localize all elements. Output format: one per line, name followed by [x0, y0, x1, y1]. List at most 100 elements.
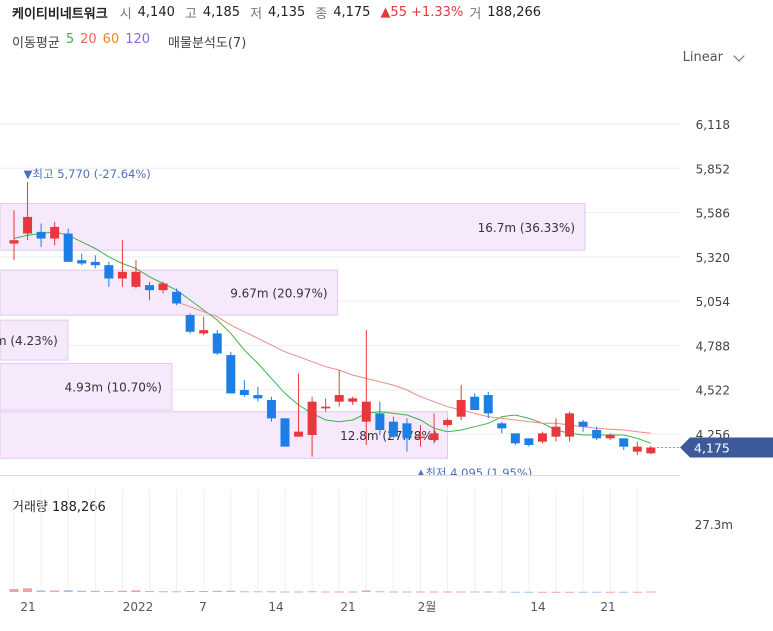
- volume-bar: [361, 590, 371, 592]
- volume-bar: [77, 590, 87, 592]
- price-tick-label: 4,522: [696, 384, 730, 398]
- volume-bar: [117, 590, 127, 592]
- volume-bar: [497, 591, 507, 593]
- volume-bar: [443, 591, 453, 593]
- candle-body: [131, 271, 141, 287]
- volume-bar: [416, 591, 425, 593]
- x-tick-label: 14: [268, 600, 283, 614]
- high-value: 4,185: [202, 4, 241, 20]
- volume-bar: [199, 591, 209, 593]
- x-tick-label: 21: [340, 600, 355, 614]
- x-tick-label: 21: [20, 600, 35, 614]
- volume-profile-label: 16.7m (36.33%): [478, 221, 575, 235]
- candle-body: [456, 400, 466, 417]
- ma-120[interactable]: 120: [125, 32, 151, 47]
- volume-profile-bar: [0, 269, 339, 316]
- volume-chart[interactable]: 27.3m 21 2022 7 14 21 2월 14 21: [0, 475, 773, 631]
- low-label: 저: [250, 6, 263, 22]
- quote-header: 케이티비네트워크 시 4,140 고 4,185 저 4,135 종 4,175…: [12, 2, 545, 22]
- volume-bar: [388, 591, 398, 593]
- candle-body: [537, 433, 547, 442]
- volume-bar: [592, 591, 602, 593]
- candle-body: [388, 421, 398, 437]
- volume-bar: [294, 591, 304, 593]
- ma-label[interactable]: 이동평균: [12, 36, 60, 51]
- volume-panel-label: 거래량: [12, 500, 48, 515]
- candle-body: [565, 413, 575, 437]
- close-value: 4,175: [333, 4, 371, 20]
- candle-body: [266, 400, 276, 419]
- volume-bar: [253, 591, 263, 593]
- volume-bar: [158, 591, 168, 593]
- candle-body: [510, 433, 520, 444]
- candle-body: [578, 421, 588, 427]
- volume-bar: [307, 591, 317, 593]
- volume-profile-bar: [0, 319, 69, 361]
- volume-bar: [280, 591, 290, 593]
- candle-body: [172, 291, 182, 304]
- volume-bar: [524, 591, 534, 593]
- candle-body: [416, 436, 425, 439]
- volume-panel-value: 188,266: [52, 500, 106, 515]
- candle-body: [9, 240, 19, 244]
- candle-body: [619, 438, 629, 447]
- volume-bar: [9, 589, 19, 592]
- volume-bar: [632, 591, 642, 593]
- stock-name: 케이티비네트워크: [12, 6, 108, 22]
- volume-bar: [646, 591, 656, 593]
- scale-selector[interactable]: Linear: [683, 49, 745, 65]
- volume-bar: [145, 591, 154, 593]
- candle-body: [483, 395, 493, 414]
- candle-body: [632, 446, 642, 452]
- volume-bar: [348, 591, 358, 593]
- volume-bar: [456, 591, 466, 593]
- volume-bar: [23, 588, 33, 592]
- volume-bar: [375, 591, 385, 593]
- volume-bar: [185, 591, 195, 593]
- volume-bar: [402, 591, 412, 593]
- volume-bar: [90, 590, 100, 592]
- ma5-line: [13, 231, 652, 444]
- open-label: 시: [119, 6, 132, 22]
- volume-profile-label: 9.67m (20.97%): [230, 287, 327, 301]
- candle-body: [375, 413, 385, 431]
- close-label: 종: [315, 6, 328, 22]
- volume-bar: [239, 591, 249, 593]
- candle-body: [253, 395, 263, 399]
- volume-bar: [104, 591, 114, 593]
- candle-body: [443, 420, 453, 426]
- ma-20[interactable]: 20: [80, 32, 97, 47]
- candle-body: [199, 330, 209, 334]
- x-tick-label: 2022: [123, 600, 154, 614]
- volume-value: 188,266: [487, 4, 542, 20]
- ma-60[interactable]: 60: [102, 32, 120, 47]
- candle-body: [104, 265, 114, 279]
- candle-body: [23, 216, 33, 234]
- candle-body: [294, 431, 304, 437]
- ma-5[interactable]: 5: [65, 32, 75, 47]
- volume-bar: [619, 591, 629, 593]
- candle-body: [226, 355, 236, 394]
- volume-bar: [131, 590, 141, 592]
- volume-profile-label: 12.8m (27.78%): [340, 429, 437, 443]
- candle-body: [63, 233, 73, 262]
- volume-label: 거: [469, 6, 482, 22]
- price-chart[interactable]: 16.7m (36.33%) 9.67m (20.97%) 1.95m (4.23%…: [0, 0, 773, 475]
- candle-body: [117, 271, 127, 279]
- volume-bar: [334, 591, 344, 593]
- candle-body: [592, 430, 602, 439]
- indicator-legend: 이동평균 5 20 60 120 매물분석도(7): [12, 32, 246, 51]
- price-tick-label: 5,054: [696, 295, 730, 309]
- candle-body: [185, 315, 195, 332]
- low-annotation: ▲최저 4,095 (1.95%): [417, 466, 533, 475]
- volume-profile-label: 1.95m (4.23%): [0, 334, 58, 348]
- candle-body: [50, 226, 60, 239]
- volume-bar: [510, 591, 520, 593]
- volume-bar: [483, 591, 493, 593]
- candle-body: [212, 333, 222, 354]
- volume-profile-label[interactable]: 매물분석도(7): [168, 36, 247, 51]
- candle-body: [307, 401, 317, 435]
- price-tick-label: 5,586: [696, 207, 730, 221]
- candle-body: [361, 401, 371, 422]
- volume-bar: [537, 591, 547, 593]
